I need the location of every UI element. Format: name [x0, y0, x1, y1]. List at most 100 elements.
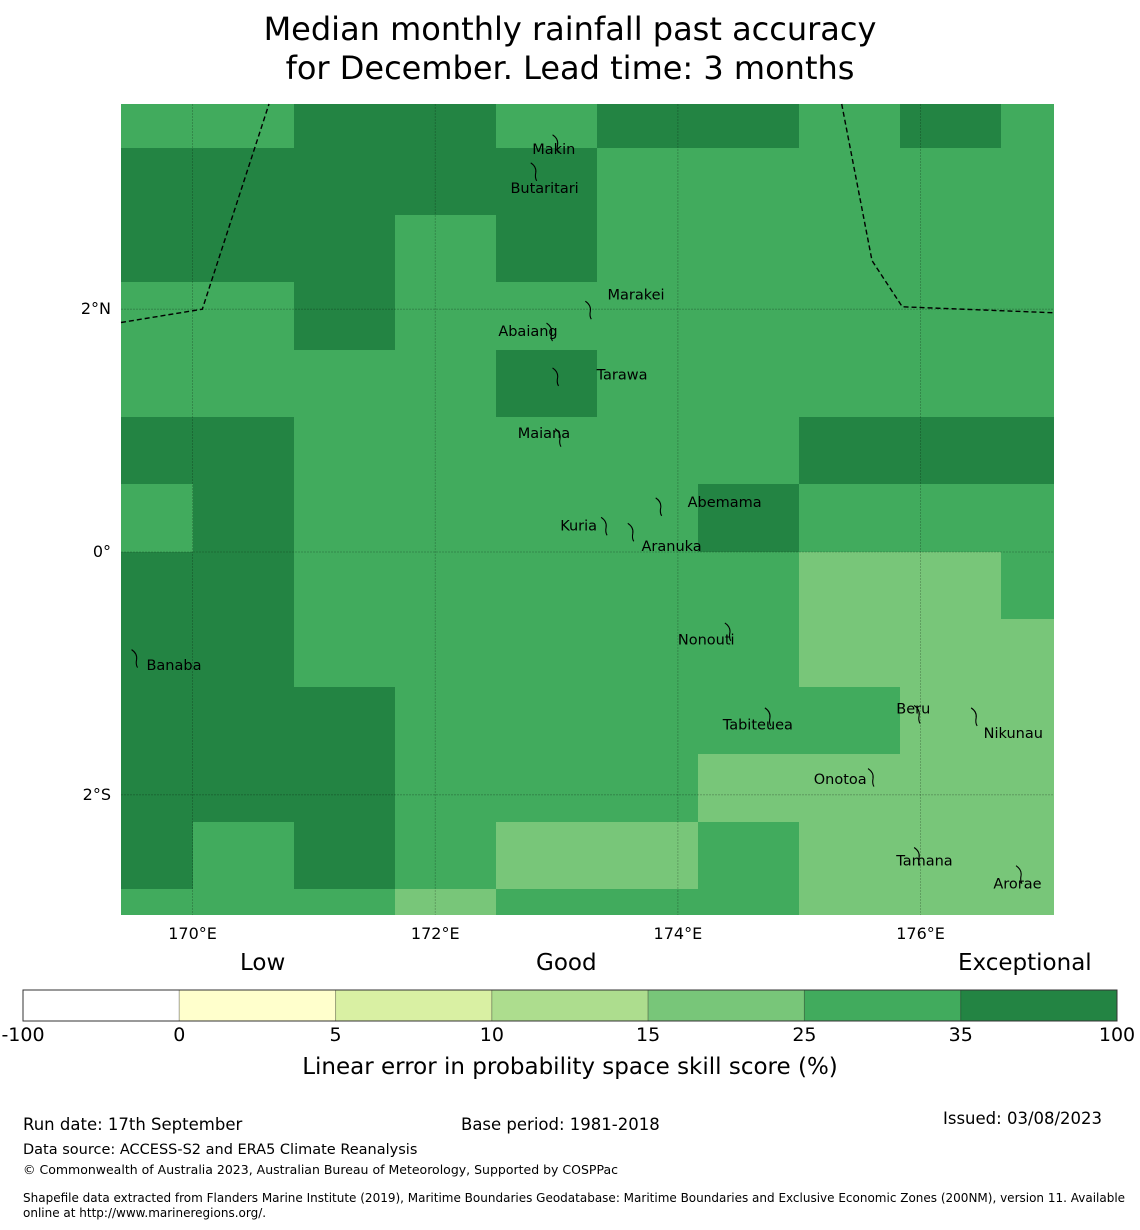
- grid-cell: [193, 754, 294, 822]
- grid-cell: [597, 104, 698, 148]
- grid-cell: [799, 148, 900, 215]
- grid-cell: [597, 148, 698, 215]
- grid-cell: [1001, 889, 1054, 915]
- grid-cell: [294, 350, 395, 417]
- grid-cell: [294, 754, 395, 822]
- eez-boundary-line: [120, 103, 270, 324]
- grid-cell: [1001, 754, 1054, 822]
- grid-cell: [698, 104, 799, 148]
- grid-cell: [121, 484, 193, 552]
- island-outline: [552, 367, 560, 387]
- grid-cell: [395, 148, 496, 215]
- island-outline: [764, 707, 772, 727]
- grid-cell: [1001, 417, 1054, 484]
- grid-cell: [294, 889, 395, 915]
- grid-cell: [193, 889, 294, 915]
- grid-cell: [799, 215, 900, 282]
- island-label: Tamana: [895, 853, 952, 869]
- grid-cell: [395, 484, 496, 552]
- island-label: Marakei: [608, 288, 665, 304]
- grid-cell: [496, 822, 597, 889]
- grid-cell: [1001, 687, 1054, 754]
- grid-cell: [799, 350, 900, 417]
- grid-cell: [121, 350, 193, 417]
- colorbar-tick-label: 100: [1098, 1024, 1136, 1046]
- grid-cell: [698, 417, 799, 484]
- grid-cell: [698, 148, 799, 215]
- grid-cell: [597, 350, 698, 417]
- grid-cell: [193, 552, 294, 619]
- grid-cell: [121, 104, 193, 148]
- grid-cell: [496, 687, 597, 754]
- island-label: Abemama: [688, 495, 762, 511]
- island-outline: [913, 705, 921, 724]
- grid-cell: [597, 552, 698, 619]
- grid-cell: [900, 215, 1001, 282]
- grid-cell: [395, 687, 496, 754]
- colorbar-category-good: Good: [536, 950, 597, 976]
- grid-cell: [294, 822, 395, 889]
- grid-cell: [294, 148, 395, 215]
- grid-cell: [900, 417, 1001, 484]
- grid-cell: [395, 350, 496, 417]
- colorbar: [22, 989, 1118, 1022]
- colorbar-bin: [491, 989, 649, 1022]
- grid-cell: [1001, 104, 1054, 148]
- graticule: [121, 104, 1054, 915]
- grid-cell: [799, 619, 900, 687]
- y-tick-label: 2°S: [82, 784, 111, 804]
- island-outline: [1015, 865, 1023, 885]
- island-label: Maiana: [518, 426, 570, 442]
- grid-cell: [496, 215, 597, 282]
- eez-boundaries: [120, 103, 1055, 324]
- grid-cell: [294, 552, 395, 619]
- island-label: Makin: [532, 142, 575, 158]
- x-tick-label: 174°E: [653, 924, 703, 943]
- grid-cell: [294, 417, 395, 484]
- x-tick-label: 176°E: [896, 924, 945, 943]
- grid-cell: [395, 215, 496, 282]
- grid-cell: [597, 215, 698, 282]
- grid-cell: [597, 822, 698, 889]
- grid-cell: [900, 104, 1001, 148]
- grid-cell: [597, 889, 698, 915]
- grid-cell: [121, 417, 193, 484]
- base-period: Base period: 1981-2018: [461, 1115, 660, 1134]
- grid-cell: [193, 484, 294, 552]
- grid-cell: [799, 687, 900, 754]
- grid-cell: [1001, 148, 1054, 215]
- grid-cell: [496, 484, 597, 552]
- island-outline: [655, 497, 663, 517]
- island-outline: [970, 707, 978, 727]
- island-outline: [600, 516, 608, 536]
- colorbar-category-low: Low: [240, 950, 286, 976]
- shapefile-credit-line-1: Shapefile data extracted from Flanders M…: [23, 1191, 1126, 1205]
- grid-cell: [1001, 350, 1054, 417]
- grid-cell: [395, 282, 496, 350]
- grid-cell: [799, 484, 900, 552]
- grid-cell: [900, 889, 1001, 915]
- grid-cell: [698, 350, 799, 417]
- island-outline: [724, 622, 732, 642]
- grid-cell: [395, 552, 496, 619]
- colorbar-bin: [803, 989, 962, 1022]
- grid-cell: [900, 822, 1001, 889]
- eez-boundary-line: [841, 103, 1055, 314]
- island-label: Kuria: [560, 518, 597, 534]
- island-outline: [867, 768, 875, 787]
- grid-cell: [294, 215, 395, 282]
- grid-cell: [799, 417, 900, 484]
- grid-cell: [395, 754, 496, 822]
- grid-cell: [395, 822, 496, 889]
- grid-cell: [1001, 215, 1054, 282]
- grid-cell: [294, 484, 395, 552]
- island-markers: [131, 134, 1023, 885]
- grid-cell: [597, 484, 698, 552]
- grid-cell: [597, 619, 698, 687]
- copyright: © Commonwealth of Australia 2023, Austra…: [23, 1162, 618, 1177]
- grid-cell: [1001, 619, 1054, 687]
- grid-cell: [193, 215, 294, 282]
- grid-cell: [395, 619, 496, 687]
- chart-title-line-2: for December. Lead time: 3 months: [285, 49, 855, 87]
- island-outline: [627, 522, 635, 542]
